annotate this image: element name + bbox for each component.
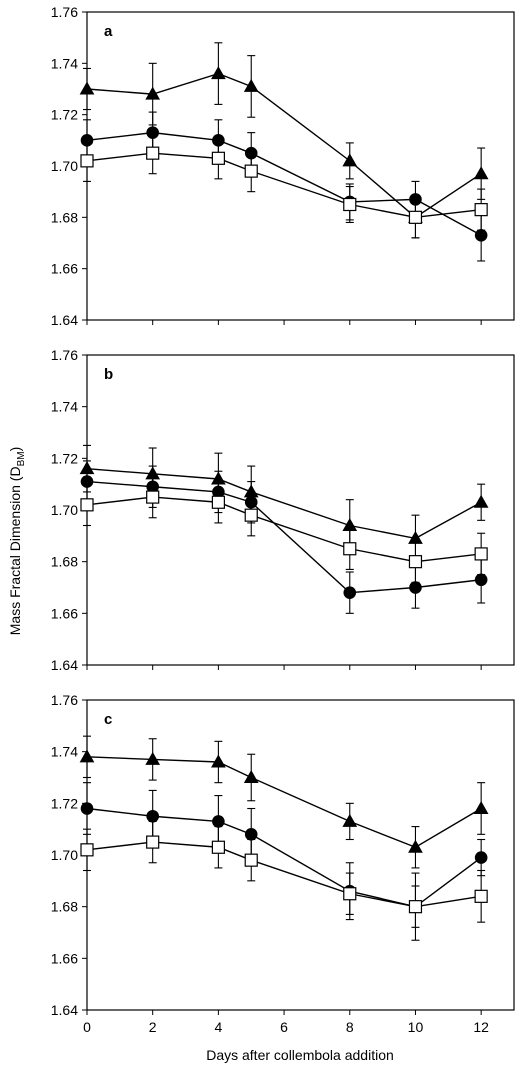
panel-c-series-open-square-point-2 [211, 840, 225, 854]
panel-b-frame [86, 354, 515, 666]
panel-b-ytick-label-0: 1.64 [51, 657, 78, 673]
panel-b-ytick-label-6: 1.76 [51, 347, 78, 363]
panel-c-xtick-label-4: 8 [346, 1019, 354, 1035]
panel-c-ytick-label-0: 1.64 [51, 1002, 78, 1018]
panel-b-series-open-square-point-6 [474, 547, 488, 561]
panel-a-series-open-square-point-5 [408, 210, 423, 224]
panel-a-ytick-label-4: 1.72 [51, 107, 78, 123]
panel-c-xtick-label-1: 2 [149, 1019, 157, 1035]
panel-c-xtick-label-0: 0 [83, 1019, 91, 1035]
panel-b-series-open-square-line [86, 496, 482, 563]
panel-a-ytick-label-3: 1.70 [51, 158, 78, 174]
panel-a-series-triangle-point-3 [243, 78, 259, 92]
panel-c-ytick-label-6: 1.76 [51, 692, 78, 708]
panel-c-series-open-square-point-1 [146, 835, 160, 849]
panel-b-ytick-label-5: 1.74 [51, 399, 78, 415]
panel-c-ytick-label-1: 1.66 [51, 950, 78, 966]
panel-c-ytick-label-3: 1.70 [51, 847, 78, 863]
panel-c-series-triangle-line [86, 756, 482, 849]
panel-b-label: b [104, 366, 113, 383]
panel-a-series-open-square-line [86, 152, 482, 219]
panel-c-xtick-label-6: 12 [473, 1019, 489, 1035]
panel-a-series-triangle-point-1 [145, 86, 161, 100]
panel-b-ytick-label-1: 1.66 [51, 605, 78, 621]
panel-a-ytick-label-2: 1.68 [51, 209, 78, 225]
panel-a-ytick-label-6: 1.76 [51, 4, 78, 20]
y-axis-title-main: Mass Fractal Dimension (D [7, 466, 23, 635]
panel-a-series-triangle-line [86, 72, 482, 219]
panel-b-series-circle-point-6 [474, 573, 488, 587]
panel-c-series-open-square-point-4 [343, 887, 357, 901]
panel-c-ytick-label-5: 1.74 [51, 744, 78, 760]
panel-c-series-circle-point-1 [146, 809, 159, 823]
panel-b-ytick-label-2: 1.68 [51, 554, 78, 570]
panel-b-series-open-square-point-1 [146, 490, 160, 504]
panel-a-series-triangle-point-2 [211, 66, 226, 80]
panel-a-series-circle-point-6 [474, 229, 488, 242]
panel-a-series-open-square-point-1 [146, 146, 160, 160]
panel-c-frame [86, 699, 515, 1011]
panel-c-series-triangle-point-6 [473, 800, 489, 814]
x-axis-title: Days after collembola addition [206, 1047, 394, 1063]
panel-c-xtick-label-5: 10 [408, 1019, 424, 1035]
panel-a-ytick-label-1: 1.66 [51, 261, 78, 277]
panel-c-series-open-square-point-3 [244, 853, 258, 867]
panel-c-ytick-label-2: 1.68 [51, 899, 78, 915]
panel-a-series-open-square-point-3 [244, 164, 258, 178]
panel-b-series-circle-point-4 [343, 586, 357, 599]
panel-a-series-triangle-point-4 [342, 153, 358, 167]
panel-c-series-circle-point-2 [212, 815, 225, 828]
y-axis-title: Mass Fractal Dimension (DBM) [7, 447, 27, 636]
panel-a-ytick-label-0: 1.64 [51, 312, 78, 328]
y-axis-title-subscript: BM [16, 451, 27, 466]
panel-a-series-open-square-point-4 [343, 197, 357, 212]
panel-c-series-open-square-point-5 [408, 900, 423, 914]
panel-b-series-open-square-point-0 [80, 498, 94, 512]
panel-c-xtick-label-3: 6 [280, 1019, 288, 1035]
panel-a-series-open-square-point-0 [80, 154, 94, 168]
panel-c-series-circle-line [86, 807, 482, 908]
panel-b-series-open-square-point-4 [343, 542, 357, 556]
panel-c-xtick-label-2: 4 [214, 1019, 222, 1035]
panel-a-ytick-label-5: 1.74 [51, 55, 78, 71]
panel-c-series-open-square-point-0 [80, 843, 94, 857]
panel-c-series-circle-point-6 [474, 851, 488, 864]
panel-c-series-triangle-point-5 [408, 839, 423, 853]
y-axis-title-suffix: ) [7, 447, 23, 452]
panel-c-series-triangle-point-2 [211, 754, 226, 768]
panel-b-series-circle-point-5 [409, 581, 422, 594]
panel-c-series-open-square-point-6 [474, 889, 488, 903]
panel-b-ytick-label-3: 1.70 [51, 502, 78, 518]
panel-a-series-triangle-point-6 [473, 166, 489, 180]
panel-c-ytick-label-4: 1.72 [51, 795, 78, 811]
panel-c-series-triangle-point-0 [79, 749, 95, 763]
panel-c-label: c [104, 711, 112, 728]
panel-c-series-triangle-point-4 [342, 813, 358, 827]
panel-c-series-triangle-point-3 [243, 769, 259, 783]
panel-a-label: a [104, 23, 113, 40]
panel-b-series-open-square-point-3 [244, 508, 258, 522]
panel-b-series-open-square-point-2 [211, 495, 225, 509]
panel-c-series-circle-point-3 [244, 828, 258, 841]
panel-a-series-triangle-point-0 [79, 81, 95, 95]
panel-a-series-open-square-point-6 [474, 203, 488, 217]
panel-a-series-open-square-point-2 [211, 151, 225, 165]
panel-a-frame [86, 11, 515, 321]
panel-b-ytick-label-4: 1.72 [51, 450, 78, 466]
panel-c-series-triangle-point-1 [145, 751, 161, 765]
panel-c-series-circle-point-0 [80, 802, 94, 815]
panel-b-series-open-square-point-5 [408, 555, 423, 569]
panel-b-series-triangle-point-6 [473, 494, 489, 508]
